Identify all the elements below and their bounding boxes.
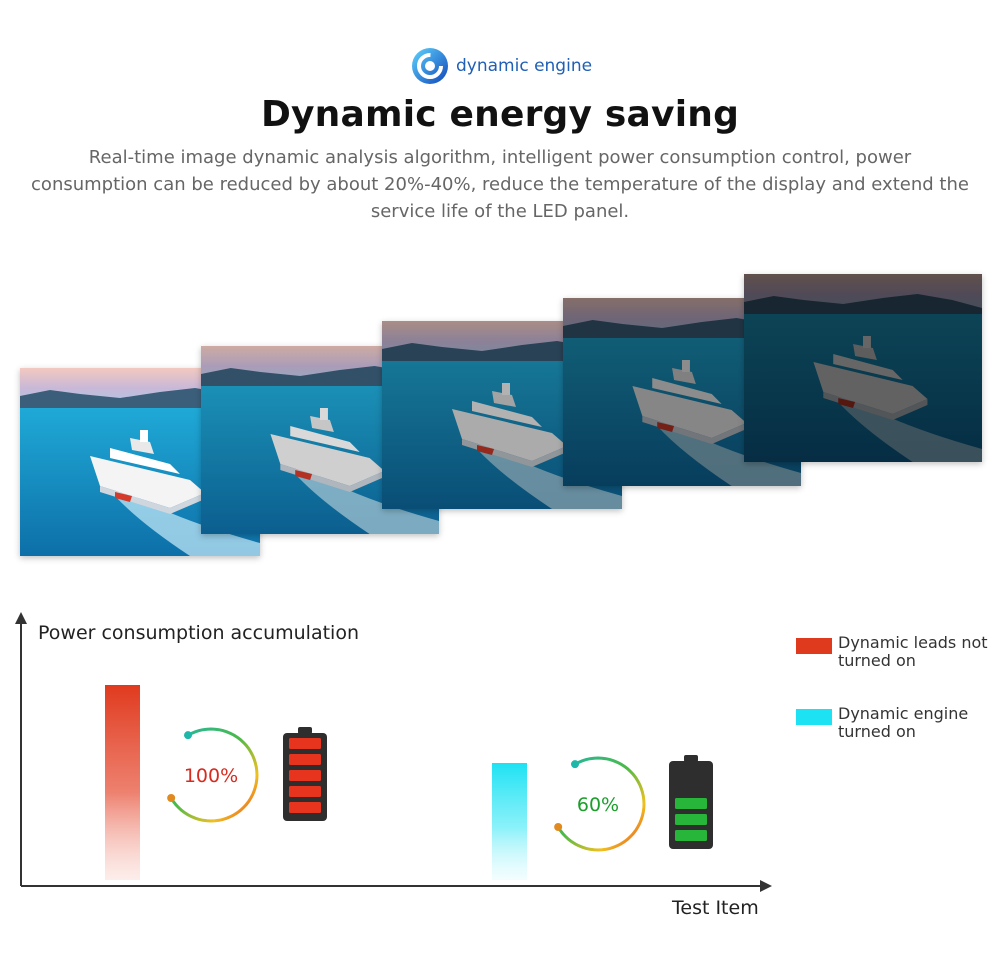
- page-description: Real-time image dynamic analysis algorit…: [31, 147, 969, 222]
- gauge-ring: [169, 727, 259, 823]
- x-axis-arrow: [760, 880, 772, 892]
- ship-panel: [744, 274, 982, 462]
- cruise-ship-icon: [744, 274, 982, 462]
- bar-on: [492, 763, 527, 880]
- battery-cap: [684, 755, 698, 762]
- legend-label: Dynamic leads not turned on: [838, 633, 988, 670]
- legend-swatch-red: [796, 638, 832, 654]
- legend-label: Dynamic engine turned on: [838, 704, 969, 741]
- battery-cell: [289, 738, 321, 749]
- badge-text: dynamic engine: [456, 56, 593, 76]
- dynamic-engine-logo-icon: [412, 48, 448, 84]
- gauge-dot: [554, 823, 563, 831]
- y-axis-label: Power consumption accumulation: [38, 622, 359, 644]
- gauge-dot: [167, 794, 176, 802]
- legend-item-not-on: Dynamic leads not turned on: [796, 634, 988, 670]
- battery-icon: [669, 761, 713, 849]
- gauge-dot: [571, 760, 579, 769]
- ship-panels: [20, 274, 982, 556]
- legend-item-on: Dynamic engine turned on: [796, 705, 988, 741]
- page-title: Dynamic energy saving: [260, 94, 740, 135]
- battery-icon: [283, 733, 327, 821]
- battery-cell: [675, 830, 707, 841]
- battery-cell: [289, 802, 321, 813]
- data-label: 60%: [577, 794, 619, 816]
- battery-cell: [289, 754, 321, 765]
- battery-cell: [289, 770, 321, 781]
- battery-cell: [675, 814, 707, 825]
- y-axis-arrow: [15, 612, 27, 624]
- data-label: 100%: [184, 765, 238, 787]
- battery-cell: [289, 786, 321, 797]
- badge: dynamic engine: [410, 44, 592, 88]
- gauge-dot: [184, 731, 192, 740]
- battery-cell: [675, 798, 707, 809]
- x-axis-label: Test Item: [672, 897, 759, 919]
- gauge-ring: [556, 756, 646, 852]
- bar-not-on: [105, 685, 140, 880]
- battery-cap: [298, 727, 312, 734]
- legend-swatch-cyan: [796, 709, 832, 725]
